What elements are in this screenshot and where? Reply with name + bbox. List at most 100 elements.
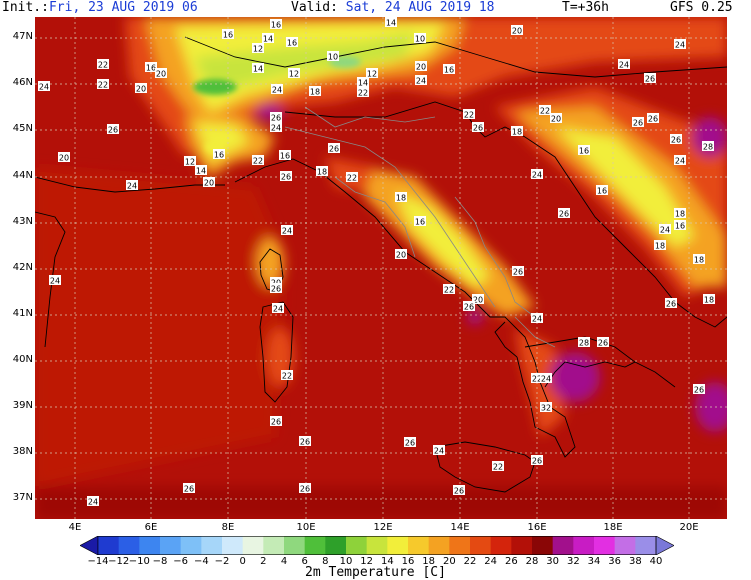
colorbar-segment — [180, 536, 202, 555]
svg-text:26: 26 — [300, 438, 310, 447]
contour-value-label: 18 — [309, 86, 321, 97]
lat-label: 44N — [12, 170, 33, 181]
contour-value-label: 20 — [472, 294, 484, 305]
init-time: Init.:Fri, 23 AUG 2019 06 — [2, 0, 198, 16]
contour-value-label: 22 — [531, 373, 543, 384]
contour-value-label: 14 — [252, 63, 264, 74]
lead-time: T=+36h — [562, 0, 609, 15]
contour-value-label: 24 — [270, 122, 282, 133]
contour-value-label: 26 — [453, 485, 465, 496]
svg-text:18: 18 — [694, 256, 704, 265]
colorbar-tick-label: −12 — [108, 556, 130, 567]
contour-value-label: 32 — [540, 402, 552, 413]
svg-text:16: 16 — [444, 66, 454, 75]
svg-text:16: 16 — [597, 187, 607, 196]
lon-label: 16E — [527, 522, 547, 533]
contour-value-label: 24 — [618, 59, 630, 70]
lon-label: 12E — [373, 522, 393, 533]
colorbar-segment — [222, 536, 244, 555]
contour-value-label: 14 — [357, 77, 369, 88]
svg-text:26: 26 — [513, 268, 523, 277]
svg-text:22: 22 — [98, 81, 108, 90]
colorbar-tick-label: −14 — [87, 556, 109, 567]
contour-value-label: 22 — [463, 109, 475, 120]
lat-label: 38N — [12, 446, 33, 457]
colorbar-segment — [98, 536, 120, 555]
colorbar-tick-label: −4 — [193, 556, 209, 567]
contour-value-label: 24 — [674, 155, 686, 166]
svg-text:26: 26 — [532, 457, 542, 466]
svg-text:20: 20 — [156, 70, 166, 79]
svg-text:22: 22 — [540, 107, 550, 116]
contour-value-label: 20 — [155, 68, 167, 79]
contour-value-label: 24 — [531, 313, 543, 324]
svg-text:22: 22 — [282, 372, 292, 381]
svg-text:16: 16 — [280, 152, 290, 161]
init-label: Init.: — [2, 0, 49, 15]
svg-text:18: 18 — [396, 194, 406, 203]
coastlines — [35, 36, 727, 493]
svg-text:26: 26 — [645, 75, 655, 84]
svg-text:22: 22 — [347, 174, 357, 183]
lon-label: 14E — [450, 522, 470, 533]
lat-label: 45N — [12, 123, 33, 134]
contour-value-label: 22 — [252, 155, 264, 166]
svg-text:26: 26 — [666, 300, 676, 309]
svg-text:14: 14 — [263, 35, 273, 44]
colorbar-segment — [573, 536, 595, 555]
svg-text:12: 12 — [185, 158, 195, 167]
svg-text:18: 18 — [675, 210, 685, 219]
colorbar-high-arrow — [655, 536, 674, 555]
contour-value-label: 16 — [443, 64, 455, 75]
contour-value-label: 26 — [597, 337, 609, 348]
contour-value-label: 12 — [252, 43, 264, 54]
svg-text:12: 12 — [367, 70, 377, 79]
colorbar-segment — [160, 536, 182, 555]
svg-text:22: 22 — [98, 61, 108, 70]
svg-text:18: 18 — [704, 296, 714, 305]
contour-value-label: 26 — [644, 73, 656, 84]
contour-value-label: 22 — [97, 79, 109, 90]
svg-text:16: 16 — [579, 147, 589, 156]
lat-label: 39N — [12, 400, 33, 411]
colorbar-segment — [201, 536, 223, 555]
valid-value: Sat, 24 AUG 2019 18 — [345, 0, 495, 15]
contour-value-label: 24 — [281, 225, 293, 236]
colorbar-tick-label: −10 — [128, 556, 150, 567]
contour-value-label: 16 — [578, 145, 590, 156]
init-value: Fri, 23 AUG 2019 06 — [48, 0, 198, 15]
colorbar-tick-label: 0 — [239, 556, 246, 567]
svg-text:24: 24 — [541, 375, 551, 384]
svg-text:12: 12 — [289, 70, 299, 79]
colorbar-segment — [470, 536, 492, 555]
colorbar-tick-label: 2 — [260, 556, 267, 567]
valid-label: Valid: — [291, 0, 338, 15]
svg-text:18: 18 — [317, 168, 327, 177]
colorbar-title: 2m Temperature [C] — [305, 565, 446, 580]
contour-value-label: 18 — [674, 208, 686, 219]
svg-text:24: 24 — [416, 77, 426, 86]
contour-value-label: 26 — [328, 143, 340, 154]
colorbar-tick-label: 40 — [649, 556, 663, 567]
colorbar — [80, 536, 674, 555]
svg-text:20: 20 — [204, 179, 214, 188]
colorbar-tick-label: 8 — [322, 556, 329, 567]
lat-label: 47N — [12, 31, 33, 42]
contour-value-label: 24 — [540, 373, 552, 384]
contour-value-label: 22 — [539, 105, 551, 116]
contour-value-label: 20 — [203, 177, 215, 188]
contour-value-label: 14 — [195, 165, 207, 176]
colorbar-tick-label: 36 — [608, 556, 622, 567]
svg-text:14: 14 — [358, 79, 368, 88]
svg-text:26: 26 — [559, 210, 569, 219]
svg-text:28: 28 — [579, 339, 589, 348]
contour-value-label: 16 — [222, 29, 234, 40]
svg-text:24: 24 — [434, 447, 444, 456]
contour-value-label: 26 — [647, 113, 659, 124]
svg-text:28: 28 — [703, 143, 713, 152]
contour-value-label: 28 — [702, 141, 714, 152]
contour-value-label: 12 — [288, 68, 300, 79]
contour-value-label: 24 — [38, 81, 50, 92]
